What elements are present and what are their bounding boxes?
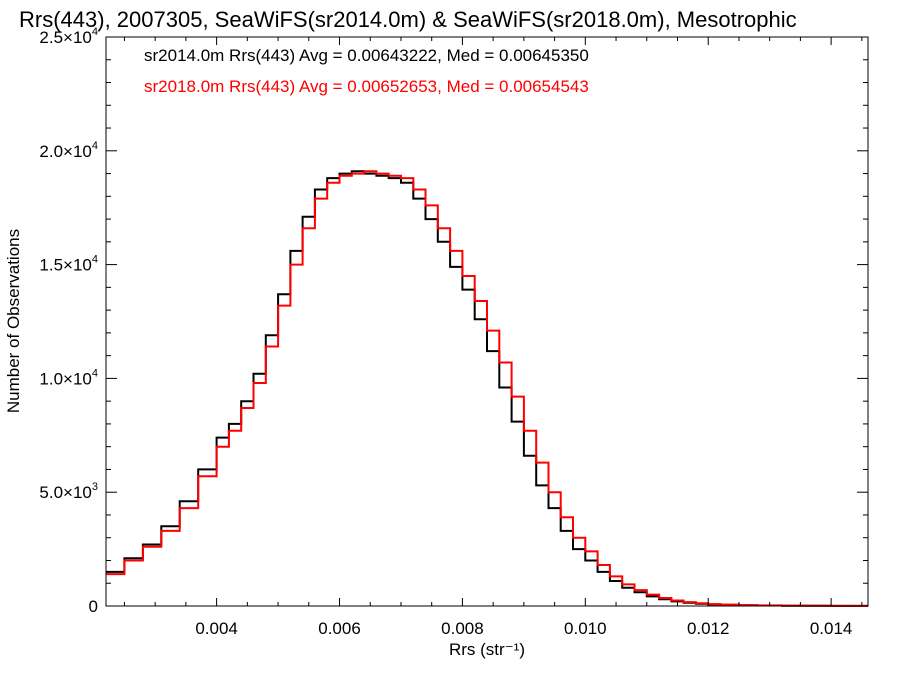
annotation-line-1: sr2014.0m Rrs(443) Avg = 0.00643222, Med… xyxy=(144,46,589,65)
x-tick-label-1: 0.006 xyxy=(318,619,361,638)
series-1-line xyxy=(106,170,868,607)
y-tick-label-3: 1.5×104 xyxy=(39,254,98,275)
plot-frame xyxy=(105,36,869,607)
y-tick-label-4: 2.0×104 xyxy=(39,140,98,161)
x-tick-label-3: 0.010 xyxy=(564,619,607,638)
x-tick-label-0: 0.004 xyxy=(195,619,238,638)
y-axis-label: Number of Observations xyxy=(4,229,23,413)
annotation-line-2: sr2018.0m Rrs(443) Avg = 0.00652653, Med… xyxy=(144,77,589,96)
y-tick-label-0: 0 xyxy=(89,597,98,616)
y-axis-ticks: 0 5.0×103 1.0×104 1.5×104 2.0×104 2.5×104 xyxy=(39,26,868,616)
chart-title: Rrs(443), 2007305, SeaWiFS(sr2014.0m) & … xyxy=(19,7,797,32)
x-tick-label-5: 0.014 xyxy=(810,619,853,638)
series-2-line xyxy=(106,170,868,607)
x-tick-label-2: 0.008 xyxy=(441,619,484,638)
y-tick-label-2: 1.0×104 xyxy=(39,367,98,388)
series-layer xyxy=(106,170,868,607)
y-tick-label-5: 2.5×104 xyxy=(39,26,98,47)
x-axis-ticks: 0.004 0.006 0.008 0.010 0.012 0.014 xyxy=(123,37,863,638)
x-tick-label-4: 0.012 xyxy=(687,619,730,638)
x-axis-label: Rrs (str⁻¹) xyxy=(449,640,525,659)
y-tick-label-1: 5.0×103 xyxy=(39,481,98,502)
